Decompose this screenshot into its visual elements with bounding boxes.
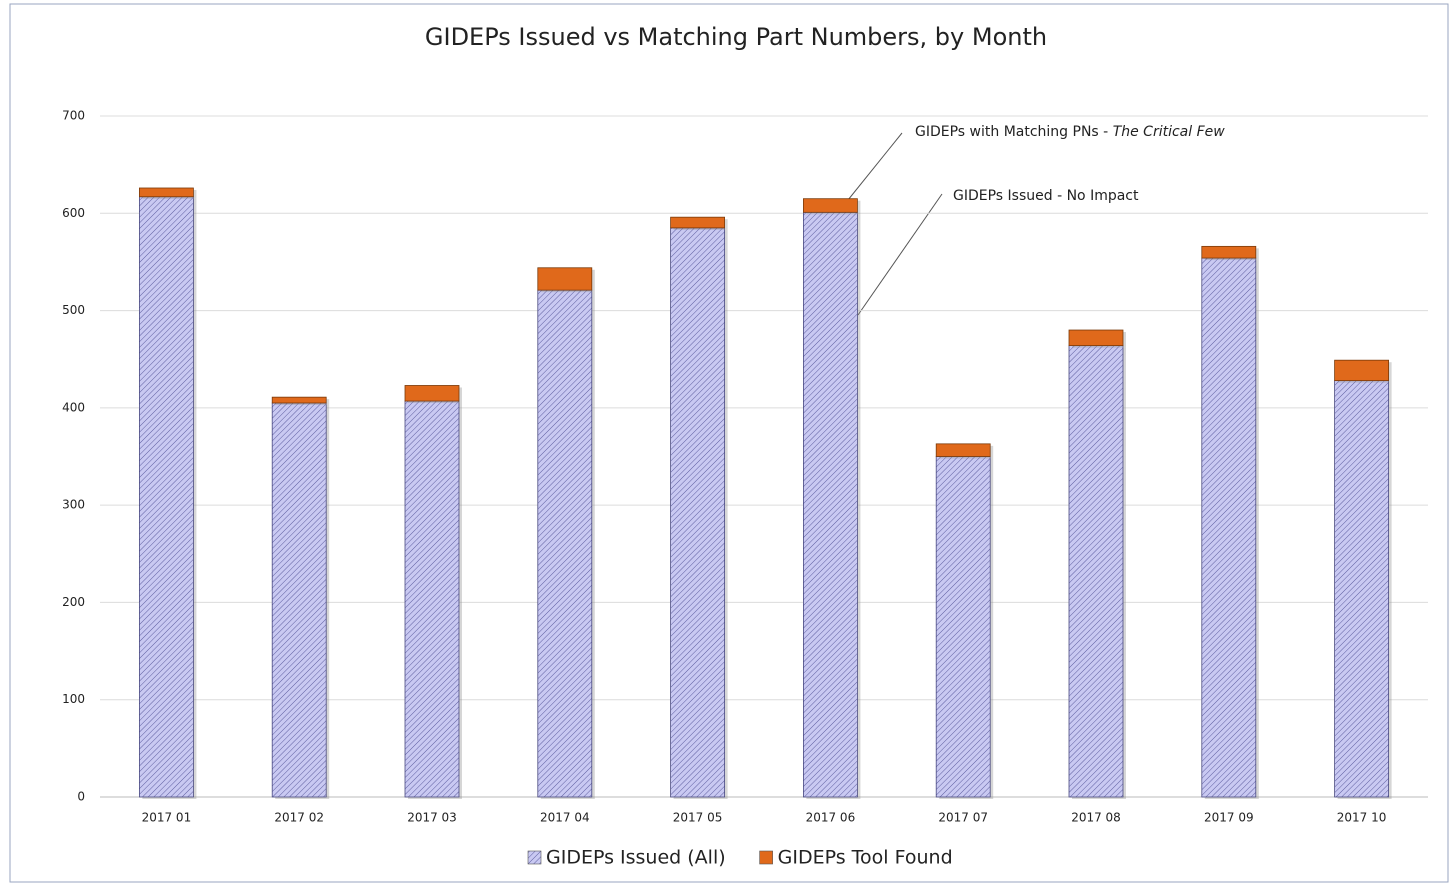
bar-segment [271, 402, 327, 798]
x-tick-label: 2017 02 [274, 811, 324, 825]
annotation-italic: The Critical Few [1113, 124, 1226, 140]
bar-segment [138, 187, 194, 198]
legend-swatch [527, 850, 542, 865]
annotation-leader [847, 132, 903, 201]
y-tick-label: 600 [62, 206, 85, 220]
y-tick-label: 700 [62, 109, 85, 123]
y-tick-label: 500 [62, 303, 85, 317]
bar-segment [1334, 380, 1389, 798]
annotation-leader [857, 193, 943, 316]
x-tick-label: 2017 03 [407, 811, 457, 825]
bar-segment [537, 289, 593, 798]
y-tick-label: 0 [77, 790, 85, 804]
legend-label: GIDEPs Issued (All) [546, 847, 726, 869]
y-tick-label: 100 [62, 692, 85, 706]
y-tick-label: 400 [62, 400, 85, 414]
annotation: GIDEPs Issued - No Impact [953, 188, 1139, 204]
bar-segment [1068, 329, 1124, 346]
x-tick-label: 2017 01 [142, 811, 192, 825]
legend-swatch [759, 850, 773, 865]
bar-segment [404, 400, 460, 798]
bar-segment [1068, 345, 1124, 798]
bar-segment [1334, 359, 1389, 382]
bar-segment [803, 198, 858, 213]
annotation: GIDEPs with Matching PNs - The Critical … [915, 124, 1225, 140]
bar-segment [935, 443, 991, 457]
bar-segment [670, 216, 725, 229]
bar-segment [670, 227, 725, 798]
x-tick-label: 2017 09 [1204, 811, 1254, 825]
bar-segment [935, 456, 991, 798]
legend-label: GIDEPs Tool Found [778, 847, 953, 869]
annotation-text: GIDEPs with Matching PNs - [915, 124, 1113, 140]
x-tick-label: 2017 08 [1071, 811, 1121, 825]
x-tick-label: 2017 07 [938, 811, 988, 825]
bar-segment [271, 396, 327, 404]
bar-segment [138, 196, 194, 798]
x-tick-label: 2017 10 [1337, 811, 1387, 825]
annotation-backdrop [900, 112, 1292, 212]
bar-segment [404, 385, 460, 402]
bar-segment [1201, 245, 1257, 259]
bar-segment [1201, 257, 1257, 798]
chart-title: GIDEPs Issued vs Matching Part Numbers, … [425, 23, 1047, 51]
x-tick-label: 2017 04 [540, 811, 590, 825]
x-tick-label: 2017 06 [806, 811, 856, 825]
bar-segment [803, 211, 858, 798]
y-tick-label: 200 [62, 595, 85, 609]
x-tick-label: 2017 05 [673, 811, 723, 825]
bar-segment [537, 267, 593, 291]
y-tick-label: 300 [62, 498, 85, 512]
